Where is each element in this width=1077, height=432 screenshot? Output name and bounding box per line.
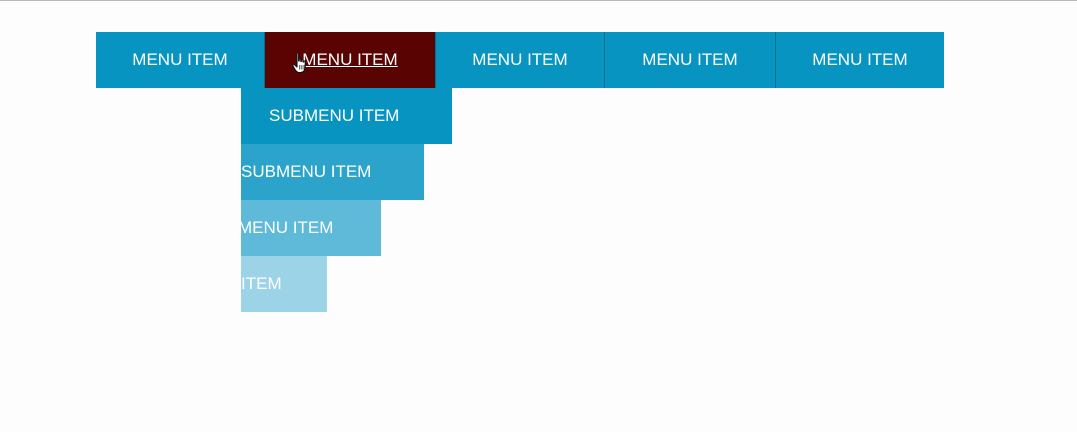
menu-item-label: MENU ITEM <box>642 50 738 69</box>
submenu-item-2[interactable]: SUBMENU ITEM <box>241 144 424 200</box>
menu-item-1[interactable]: MENU ITEM <box>96 32 264 88</box>
menu-item-label: MENU ITEM <box>302 50 398 69</box>
submenu-item-label: SUBMENU ITEM <box>241 162 372 181</box>
menu-item-3[interactable]: MENU ITEM <box>435 32 604 88</box>
submenu-item-label: MENU ITEM <box>241 218 334 237</box>
menu-item-label: MENU ITEM <box>472 50 568 69</box>
menu-item-4[interactable]: MENU ITEM <box>604 32 775 88</box>
menu-item-label: MENU ITEM <box>132 50 228 69</box>
menu-item-2-active[interactable]: MENU ITEM <box>264 32 435 88</box>
menu-item-5[interactable]: MENU ITEM <box>775 32 944 88</box>
top-divider <box>0 0 1077 1</box>
menu-item-label: MENU ITEM <box>812 50 908 69</box>
submenu-item-3[interactable]: MENU ITEM <box>241 200 381 256</box>
submenu-item-4[interactable]: ITEM <box>241 256 327 312</box>
submenu-item-1[interactable]: SUBMENU ITEM <box>241 88 452 144</box>
hand-pointer-icon <box>292 52 306 74</box>
submenu-item-label: ITEM <box>241 274 282 293</box>
submenu-item-label: SUBMENU ITEM <box>269 106 400 125</box>
main-menu-bar: MENU ITEM MENU ITEM MENU ITEM MENU ITEM … <box>96 32 944 88</box>
